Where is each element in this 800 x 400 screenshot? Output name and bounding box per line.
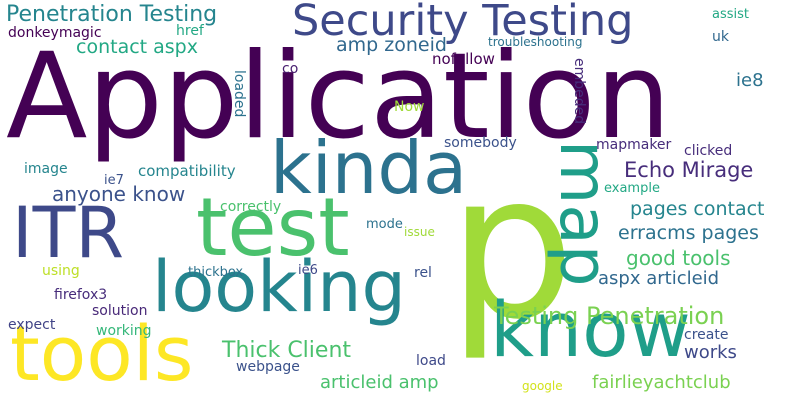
word: donkeymagic — [8, 25, 102, 41]
word: Security Testing — [292, 0, 634, 46]
word: Application — [6, 28, 671, 166]
word: embeded — [571, 58, 587, 125]
word: ie7 — [104, 173, 124, 188]
word: contact aspx — [76, 36, 198, 58]
word: correctly — [220, 199, 282, 215]
word: co — [282, 61, 299, 77]
word: Thick Client — [222, 338, 352, 363]
word: image — [24, 161, 68, 177]
word: nofollow — [432, 50, 495, 68]
word: working — [96, 323, 152, 339]
word: href — [176, 23, 204, 39]
word: fairlieyachtclub — [592, 372, 731, 393]
word: rel — [414, 265, 432, 281]
word: webpage — [236, 359, 300, 375]
word: solution — [92, 303, 148, 319]
word: works — [684, 342, 737, 363]
word: troubleshooting — [488, 35, 583, 49]
word: using — [42, 263, 80, 279]
word: load — [416, 353, 446, 369]
word: clicked — [684, 143, 733, 159]
word: ie6 — [298, 263, 318, 278]
word: uk — [712, 29, 729, 45]
word: good tools — [626, 246, 731, 270]
word: tools — [10, 309, 194, 398]
word: example — [604, 181, 660, 196]
word: issue — [404, 225, 435, 239]
word: map — [545, 140, 622, 287]
word: loaded — [231, 70, 247, 118]
word: aspx articleid — [598, 268, 720, 289]
word: pages contact — [630, 198, 765, 220]
word: looking — [152, 246, 406, 328]
word: test — [196, 181, 350, 274]
word: erracms pages — [618, 222, 759, 244]
word: somebody — [444, 135, 517, 151]
word: mapmaker — [596, 137, 672, 153]
word: Echo Mirage — [624, 158, 754, 182]
word: compatibility — [138, 162, 236, 180]
word: assist — [712, 7, 749, 22]
word: Testing Penetration — [494, 302, 725, 330]
word: anyone know — [52, 182, 186, 206]
word: kinda — [270, 126, 468, 210]
word: articleid amp — [320, 372, 439, 393]
word: create — [684, 327, 729, 343]
word: Penetration Testing — [6, 2, 218, 27]
word: ie8 — [736, 70, 764, 91]
word: firefox3 — [54, 287, 108, 303]
word: mode — [366, 217, 403, 232]
word: ITR — [12, 192, 125, 274]
word: thickbox — [188, 265, 244, 280]
word: know — [490, 285, 691, 374]
word: google — [522, 379, 563, 393]
word: expect — [8, 317, 56, 333]
word: p — [448, 131, 575, 364]
word: Now — [394, 99, 425, 115]
word: amp zoneid — [336, 34, 447, 56]
